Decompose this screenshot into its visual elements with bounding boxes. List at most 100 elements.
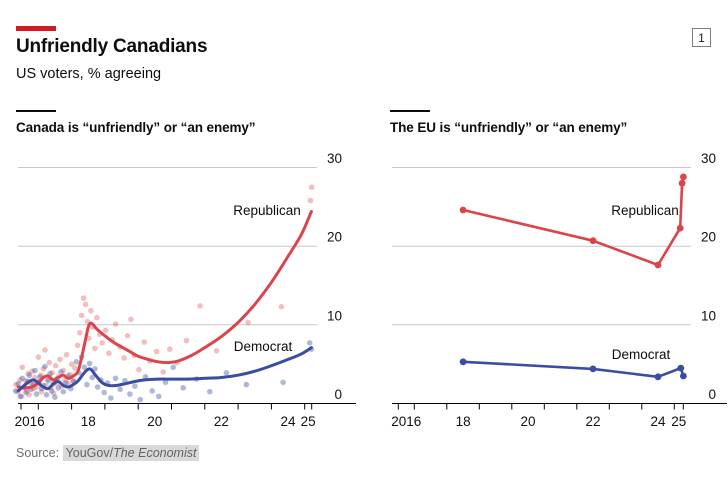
scatter-point bbox=[108, 395, 114, 401]
source-credit-highlight: YouGov/The Economist bbox=[62, 445, 200, 461]
scatter-point bbox=[26, 392, 32, 398]
y-axis-labels: 0 10 20 30 bbox=[327, 151, 342, 402]
line-dots-republican bbox=[459, 173, 687, 269]
scatter-point bbox=[72, 365, 78, 371]
scatter-point bbox=[223, 370, 230, 376]
x-axis-ticks bbox=[20, 403, 313, 410]
scatter-point bbox=[167, 346, 173, 353]
data-point-dot bbox=[677, 364, 685, 372]
scatter-point bbox=[132, 383, 138, 390]
scatter-point bbox=[43, 392, 50, 398]
canada-chart: 0 10 20 30 2016 18 20 22 24 25 Republican Democrat bbox=[12, 151, 356, 429]
scatter-point bbox=[117, 386, 123, 393]
y-tick-label: 10 bbox=[327, 308, 342, 323]
scatter-point bbox=[101, 389, 107, 396]
scatter-point bbox=[162, 379, 169, 386]
scatter-point bbox=[149, 388, 155, 394]
y-tick-label: 10 bbox=[701, 308, 716, 323]
data-point-dot bbox=[589, 237, 597, 245]
scatter-point bbox=[46, 359, 53, 366]
scatter-point bbox=[29, 368, 36, 375]
scatter-point bbox=[106, 350, 112, 357]
page-title: Unfriendly Canadians bbox=[16, 36, 208, 57]
page-subtitle: US voters, % agreeing bbox=[16, 66, 162, 82]
scatter-point bbox=[112, 375, 119, 382]
data-point-dot bbox=[459, 206, 467, 214]
scatter-point bbox=[35, 354, 42, 360]
scatter-point bbox=[17, 377, 23, 383]
scatter-point bbox=[180, 385, 186, 391]
scatter-point bbox=[82, 301, 89, 308]
x-tick-label: 2016 bbox=[391, 414, 421, 429]
source-org: YouGov bbox=[65, 446, 110, 460]
data-point-dot bbox=[678, 179, 686, 187]
scatter-point bbox=[207, 388, 213, 395]
x-tick-label: 20 bbox=[520, 414, 535, 429]
scatter-point bbox=[128, 316, 134, 323]
scatter-point bbox=[18, 393, 25, 400]
series-label-republican: Republican bbox=[233, 203, 301, 218]
scatter-point bbox=[89, 374, 95, 381]
source-note: Source: YouGov/The Economist bbox=[16, 445, 200, 461]
source-publication: The Economist bbox=[113, 446, 197, 460]
scatter-point bbox=[17, 393, 24, 400]
scatter-point bbox=[156, 393, 162, 400]
x-tick-label: 2016 bbox=[15, 414, 45, 429]
gridlines bbox=[18, 167, 317, 326]
scatter-point bbox=[52, 394, 58, 401]
x-tick-label: 25 bbox=[671, 414, 686, 429]
scatter-point bbox=[60, 388, 67, 395]
scatter-point bbox=[24, 388, 30, 394]
scatter-point bbox=[33, 391, 40, 397]
scatter-point bbox=[32, 367, 38, 374]
scatter-point bbox=[68, 361, 75, 368]
scatter-point bbox=[94, 314, 100, 321]
series-label-republican: Republican bbox=[611, 203, 679, 218]
data-point-dot bbox=[680, 372, 687, 380]
y-tick-label: 0 bbox=[334, 387, 342, 402]
line-republican bbox=[461, 175, 685, 267]
x-tick-label: 22 bbox=[214, 414, 229, 429]
eu-panel-header: The EU is “unfriendly” or “an enemy” bbox=[390, 110, 728, 135]
y-tick-label: 20 bbox=[701, 230, 716, 245]
scatter-point bbox=[197, 303, 203, 309]
scatter-point bbox=[74, 342, 81, 349]
y-tick-label: 20 bbox=[327, 230, 342, 245]
scatter-point bbox=[308, 184, 315, 190]
y-tick-label: 0 bbox=[708, 387, 716, 402]
scatter-point bbox=[42, 347, 48, 353]
scatter-point bbox=[121, 355, 127, 361]
scatter-point bbox=[45, 377, 52, 384]
scatter-point bbox=[170, 364, 176, 371]
scatter-point bbox=[38, 388, 45, 395]
line-dots-democrat bbox=[459, 358, 687, 381]
scatter-point bbox=[15, 381, 22, 387]
data-point-dot bbox=[654, 261, 662, 269]
scatter-point bbox=[48, 388, 55, 394]
y-tick-label: 30 bbox=[327, 151, 342, 166]
scatter-point bbox=[86, 360, 93, 367]
scatter-point bbox=[306, 340, 313, 346]
source-separator: / bbox=[109, 446, 114, 460]
scatter-point bbox=[80, 295, 87, 301]
scatter-point bbox=[84, 381, 90, 388]
line-democrat bbox=[461, 360, 685, 379]
scatter-point bbox=[92, 345, 98, 352]
scatter-point bbox=[88, 307, 94, 314]
scatter-point bbox=[50, 390, 57, 397]
x-tick-label: 18 bbox=[456, 414, 471, 429]
scatter-point bbox=[78, 312, 85, 319]
x-tick-label: 20 bbox=[147, 414, 162, 429]
x-axis-labels: 2016 18 20 22 24 25 bbox=[15, 414, 316, 429]
scatter-point bbox=[94, 384, 101, 390]
line-democrat bbox=[16, 346, 313, 393]
scatter-point bbox=[307, 197, 314, 204]
scatter-point bbox=[19, 364, 26, 371]
scatter-point bbox=[55, 385, 62, 391]
y-axis-labels: 0 10 20 30 bbox=[701, 151, 716, 402]
data-point-dot bbox=[589, 365, 597, 373]
series-label-democrat: Democrat bbox=[234, 339, 293, 354]
eu-chart: 0 10 20 30 2016 18 20 22 24 25 Republican Democrat bbox=[391, 151, 727, 429]
eu-chart-title: The EU is “unfriendly” or “an enemy” bbox=[390, 120, 628, 135]
